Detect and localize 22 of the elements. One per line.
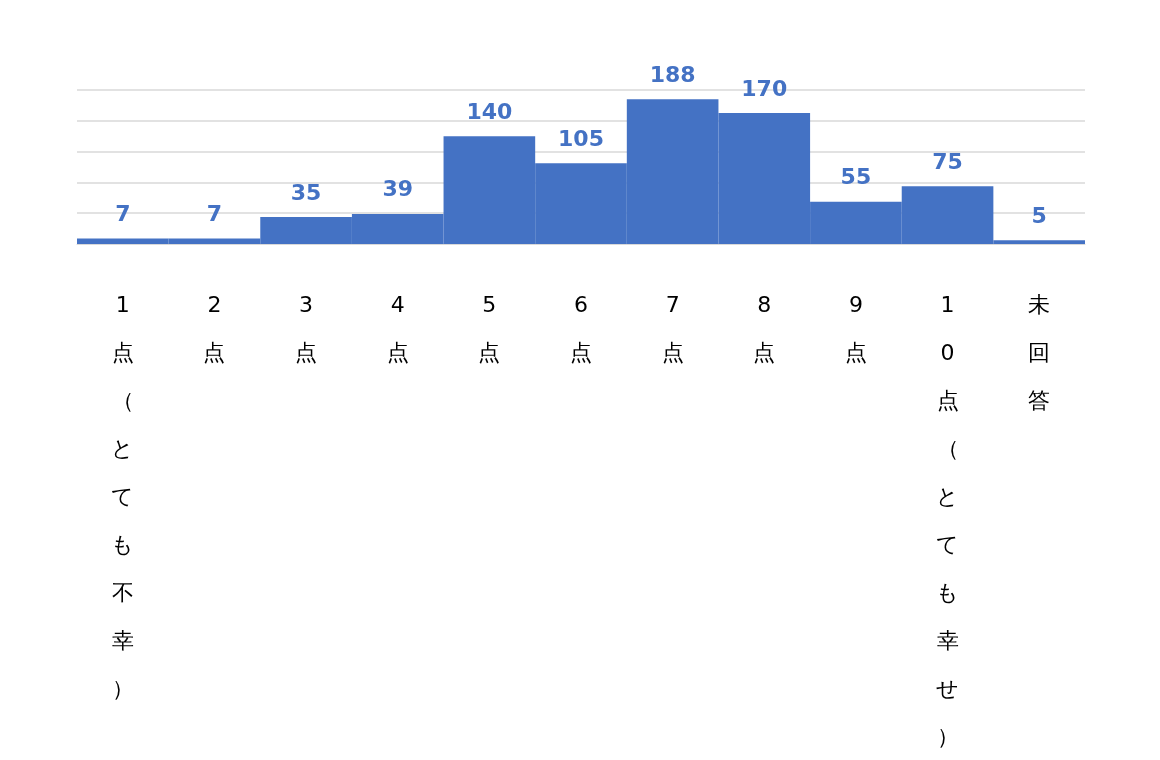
x-tick-label: 2点: [203, 291, 226, 365]
category-label: 1点（とても不幸）: [111, 291, 135, 701]
data-label: 7: [206, 201, 223, 227]
x-tick-label: 8点: [753, 291, 776, 365]
x-tick-label: 未回答: [1028, 291, 1051, 413]
x-tick-label: 3点: [295, 291, 318, 365]
x-tick-label: 5点: [478, 291, 501, 365]
data-label: 105: [558, 125, 604, 151]
x-tick-label: 4点: [386, 291, 409, 365]
x-tick-label: 7点: [661, 291, 684, 365]
data-label: 188: [649, 61, 696, 87]
data-label: 55: [840, 164, 872, 190]
data-label: 140: [466, 98, 513, 124]
category-label: 10点（とても幸せ）: [936, 291, 960, 749]
data-label: 75: [932, 148, 963, 174]
data-label: 39: [382, 176, 414, 202]
x-tick-label: 6点: [570, 291, 592, 365]
data-label: 35: [290, 179, 322, 205]
x-tick-label: 9点: [844, 291, 867, 365]
data-label: 5: [1031, 202, 1047, 228]
data-label: 170: [741, 75, 788, 101]
data-label: 7: [115, 201, 131, 227]
